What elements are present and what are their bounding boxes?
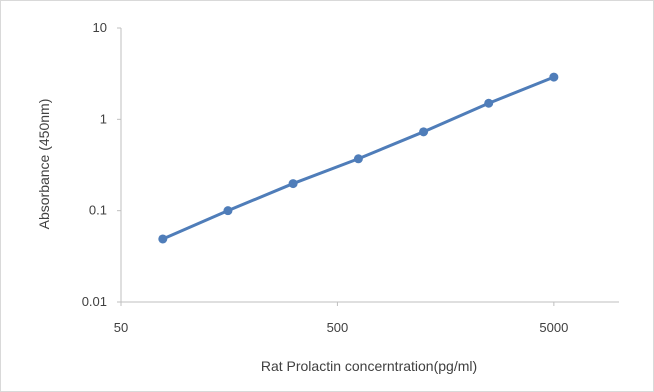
axes [117,27,619,306]
data-point [288,179,298,189]
data-point [419,127,429,137]
x-axis-title: Rat Prolactin concerntration(pg/ml) [261,358,477,374]
x-tick-label: 5000 [539,320,568,335]
data-point [158,234,168,244]
y-tick-label: 0.01 [82,294,107,309]
y-tick-label: 0.1 [89,203,107,218]
x-tick-label: 500 [327,320,349,335]
tick-labels: 10 1 0.1 0.01 50 500 5000 [82,20,569,335]
series-layer [158,72,559,244]
data-point [223,206,233,216]
y-tick-label: 10 [93,20,107,35]
y-tick-label: 1 [100,111,107,126]
data-point [484,98,494,108]
data-point [549,72,559,82]
x-tick-label: 50 [114,320,128,335]
data-point [353,154,363,164]
y-axis-title: Absorbance (450nm) [36,99,52,230]
